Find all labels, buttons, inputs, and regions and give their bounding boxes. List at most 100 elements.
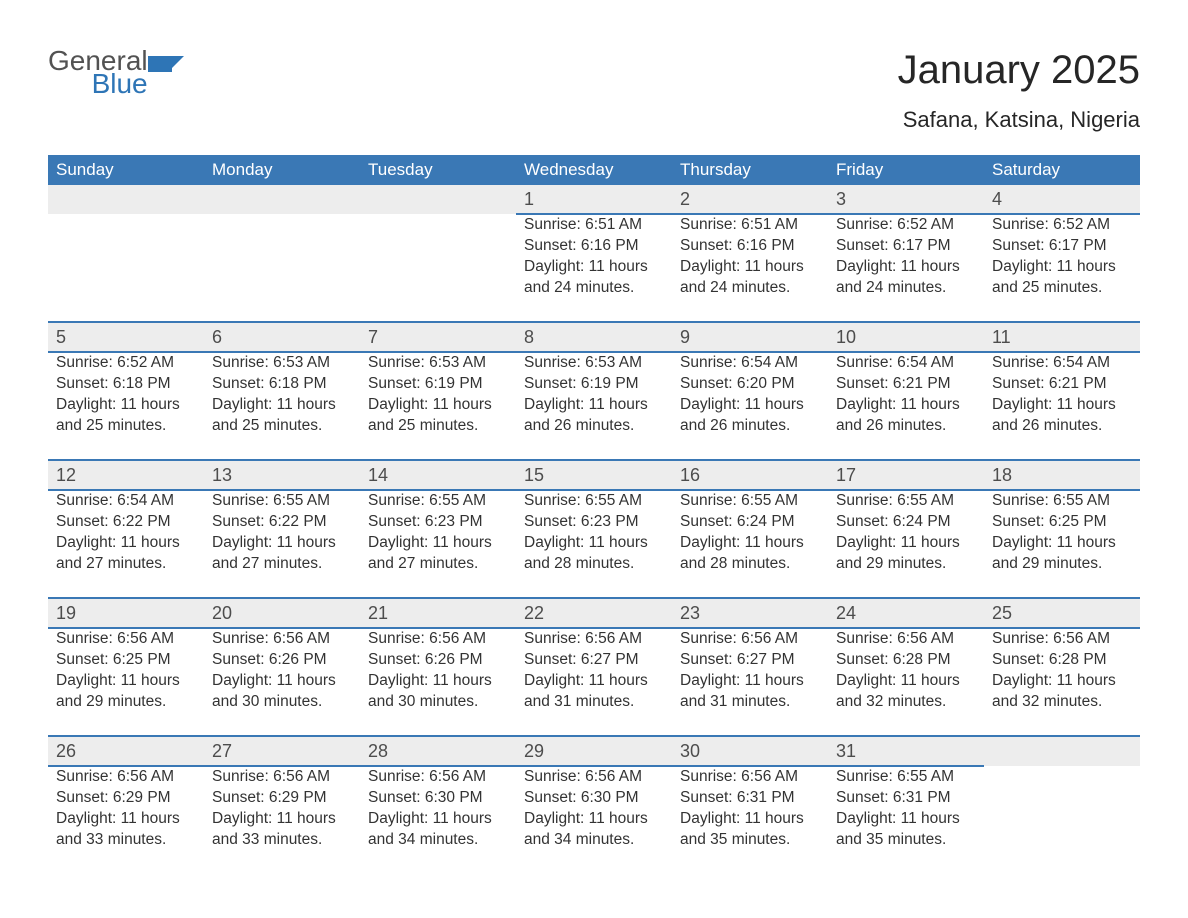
- day-number: 1: [516, 185, 672, 214]
- daylight-line: Daylight: 11 hours and 25 minutes.: [992, 257, 1132, 299]
- sunset-line: Sunset: 6:22 PM: [56, 512, 196, 533]
- empty-cell: [360, 214, 516, 322]
- daylight-line: Daylight: 11 hours and 29 minutes.: [992, 533, 1132, 575]
- sunset-line: Sunset: 6:30 PM: [368, 788, 508, 809]
- day-number: 14: [360, 460, 516, 490]
- day-cell: Sunrise: 6:55 AMSunset: 6:23 PMDaylight:…: [360, 490, 516, 598]
- daylight-line: Daylight: 11 hours and 30 minutes.: [212, 671, 352, 713]
- sunset-line: Sunset: 6:26 PM: [368, 650, 508, 671]
- sunrise-line: Sunrise: 6:56 AM: [368, 767, 508, 788]
- sunrise-line: Sunrise: 6:56 AM: [680, 767, 820, 788]
- daylight-line: Daylight: 11 hours and 26 minutes.: [524, 395, 664, 437]
- day-number: 5: [48, 322, 204, 352]
- sunset-line: Sunset: 6:19 PM: [368, 374, 508, 395]
- logo-text-blue: Blue: [92, 71, 148, 96]
- day-number: 4: [984, 185, 1140, 214]
- day-number: 8: [516, 322, 672, 352]
- sunset-line: Sunset: 6:31 PM: [680, 788, 820, 809]
- day-number: 13: [204, 460, 360, 490]
- sunrise-line: Sunrise: 6:56 AM: [56, 767, 196, 788]
- sunrise-line: Sunrise: 6:54 AM: [836, 353, 976, 374]
- daynum-row: 262728293031: [48, 736, 1140, 766]
- day-number: 24: [828, 598, 984, 628]
- sunset-line: Sunset: 6:18 PM: [212, 374, 352, 395]
- day-number: 27: [204, 736, 360, 766]
- title-block: January 2025 Safana, Katsina, Nigeria: [898, 48, 1140, 133]
- weekday-header: Wednesday: [516, 155, 672, 185]
- daylight-line: Daylight: 11 hours and 27 minutes.: [56, 533, 196, 575]
- sunrise-line: Sunrise: 6:55 AM: [524, 491, 664, 512]
- day-cell: Sunrise: 6:55 AMSunset: 6:24 PMDaylight:…: [672, 490, 828, 598]
- sunrise-line: Sunrise: 6:52 AM: [836, 215, 976, 236]
- day-number: 31: [828, 736, 984, 766]
- day-cell: Sunrise: 6:56 AMSunset: 6:27 PMDaylight:…: [516, 628, 672, 736]
- daynum-row: 19202122232425: [48, 598, 1140, 628]
- daylight-line: Daylight: 11 hours and 35 minutes.: [680, 809, 820, 851]
- day-cell: Sunrise: 6:55 AMSunset: 6:31 PMDaylight:…: [828, 766, 984, 873]
- empty-cell: [48, 185, 204, 214]
- sunrise-line: Sunrise: 6:51 AM: [524, 215, 664, 236]
- weekday-header: Monday: [204, 155, 360, 185]
- day-cell: Sunrise: 6:51 AMSunset: 6:16 PMDaylight:…: [516, 214, 672, 322]
- day-cell: Sunrise: 6:56 AMSunset: 6:29 PMDaylight:…: [204, 766, 360, 873]
- daylight-line: Daylight: 11 hours and 25 minutes.: [212, 395, 352, 437]
- day-cell: Sunrise: 6:53 AMSunset: 6:19 PMDaylight:…: [516, 352, 672, 460]
- day-cell: Sunrise: 6:56 AMSunset: 6:31 PMDaylight:…: [672, 766, 828, 873]
- daylight-line: Daylight: 11 hours and 26 minutes.: [992, 395, 1132, 437]
- week-row: Sunrise: 6:52 AMSunset: 6:18 PMDaylight:…: [48, 352, 1140, 460]
- daylight-line: Daylight: 11 hours and 29 minutes.: [56, 671, 196, 713]
- day-number: 23: [672, 598, 828, 628]
- day-number: 29: [516, 736, 672, 766]
- sunset-line: Sunset: 6:25 PM: [56, 650, 196, 671]
- sunrise-line: Sunrise: 6:54 AM: [56, 491, 196, 512]
- day-cell: Sunrise: 6:54 AMSunset: 6:21 PMDaylight:…: [828, 352, 984, 460]
- sunset-line: Sunset: 6:17 PM: [992, 236, 1132, 257]
- sunset-line: Sunset: 6:30 PM: [524, 788, 664, 809]
- daylight-line: Daylight: 11 hours and 30 minutes.: [368, 671, 508, 713]
- day-number: 3: [828, 185, 984, 214]
- daynum-row: 567891011: [48, 322, 1140, 352]
- sunrise-line: Sunrise: 6:55 AM: [992, 491, 1132, 512]
- sunrise-line: Sunrise: 6:56 AM: [524, 629, 664, 650]
- sunrise-line: Sunrise: 6:53 AM: [212, 353, 352, 374]
- sunset-line: Sunset: 6:27 PM: [524, 650, 664, 671]
- daylight-line: Daylight: 11 hours and 28 minutes.: [680, 533, 820, 575]
- location-subtitle: Safana, Katsina, Nigeria: [898, 107, 1140, 133]
- day-number: 16: [672, 460, 828, 490]
- day-number: 15: [516, 460, 672, 490]
- sunrise-line: Sunrise: 6:56 AM: [680, 629, 820, 650]
- calendar-body: 1234 Sunrise: 6:51 AMSunset: 6:16 PMDayl…: [48, 185, 1140, 873]
- day-cell: Sunrise: 6:56 AMSunset: 6:28 PMDaylight:…: [828, 628, 984, 736]
- daylight-line: Daylight: 11 hours and 25 minutes.: [368, 395, 508, 437]
- daylight-line: Daylight: 11 hours and 34 minutes.: [524, 809, 664, 851]
- day-cell: Sunrise: 6:55 AMSunset: 6:23 PMDaylight:…: [516, 490, 672, 598]
- daylight-line: Daylight: 11 hours and 24 minutes.: [680, 257, 820, 299]
- sunset-line: Sunset: 6:29 PM: [56, 788, 196, 809]
- daylight-line: Daylight: 11 hours and 26 minutes.: [836, 395, 976, 437]
- sunset-line: Sunset: 6:31 PM: [836, 788, 976, 809]
- day-number: 10: [828, 322, 984, 352]
- sunrise-line: Sunrise: 6:51 AM: [680, 215, 820, 236]
- sunrise-line: Sunrise: 6:55 AM: [836, 767, 976, 788]
- flag-icon: [148, 54, 184, 79]
- week-row: Sunrise: 6:51 AMSunset: 6:16 PMDaylight:…: [48, 214, 1140, 322]
- day-cell: Sunrise: 6:56 AMSunset: 6:28 PMDaylight:…: [984, 628, 1140, 736]
- day-cell: Sunrise: 6:55 AMSunset: 6:25 PMDaylight:…: [984, 490, 1140, 598]
- sunrise-line: Sunrise: 6:56 AM: [992, 629, 1132, 650]
- week-row: Sunrise: 6:54 AMSunset: 6:22 PMDaylight:…: [48, 490, 1140, 598]
- daylight-line: Daylight: 11 hours and 33 minutes.: [212, 809, 352, 851]
- daynum-row: 1234: [48, 185, 1140, 214]
- daylight-line: Daylight: 11 hours and 29 minutes.: [836, 533, 976, 575]
- sunrise-line: Sunrise: 6:55 AM: [368, 491, 508, 512]
- sunrise-line: Sunrise: 6:56 AM: [524, 767, 664, 788]
- day-number: 17: [828, 460, 984, 490]
- sunset-line: Sunset: 6:27 PM: [680, 650, 820, 671]
- weekday-header: Saturday: [984, 155, 1140, 185]
- day-cell: Sunrise: 6:55 AMSunset: 6:22 PMDaylight:…: [204, 490, 360, 598]
- daylight-line: Daylight: 11 hours and 34 minutes.: [368, 809, 508, 851]
- day-cell: Sunrise: 6:56 AMSunset: 6:30 PMDaylight:…: [516, 766, 672, 873]
- logo: General Blue: [48, 48, 184, 96]
- day-cell: Sunrise: 6:56 AMSunset: 6:29 PMDaylight:…: [48, 766, 204, 873]
- weekday-header: Thursday: [672, 155, 828, 185]
- sunset-line: Sunset: 6:16 PM: [680, 236, 820, 257]
